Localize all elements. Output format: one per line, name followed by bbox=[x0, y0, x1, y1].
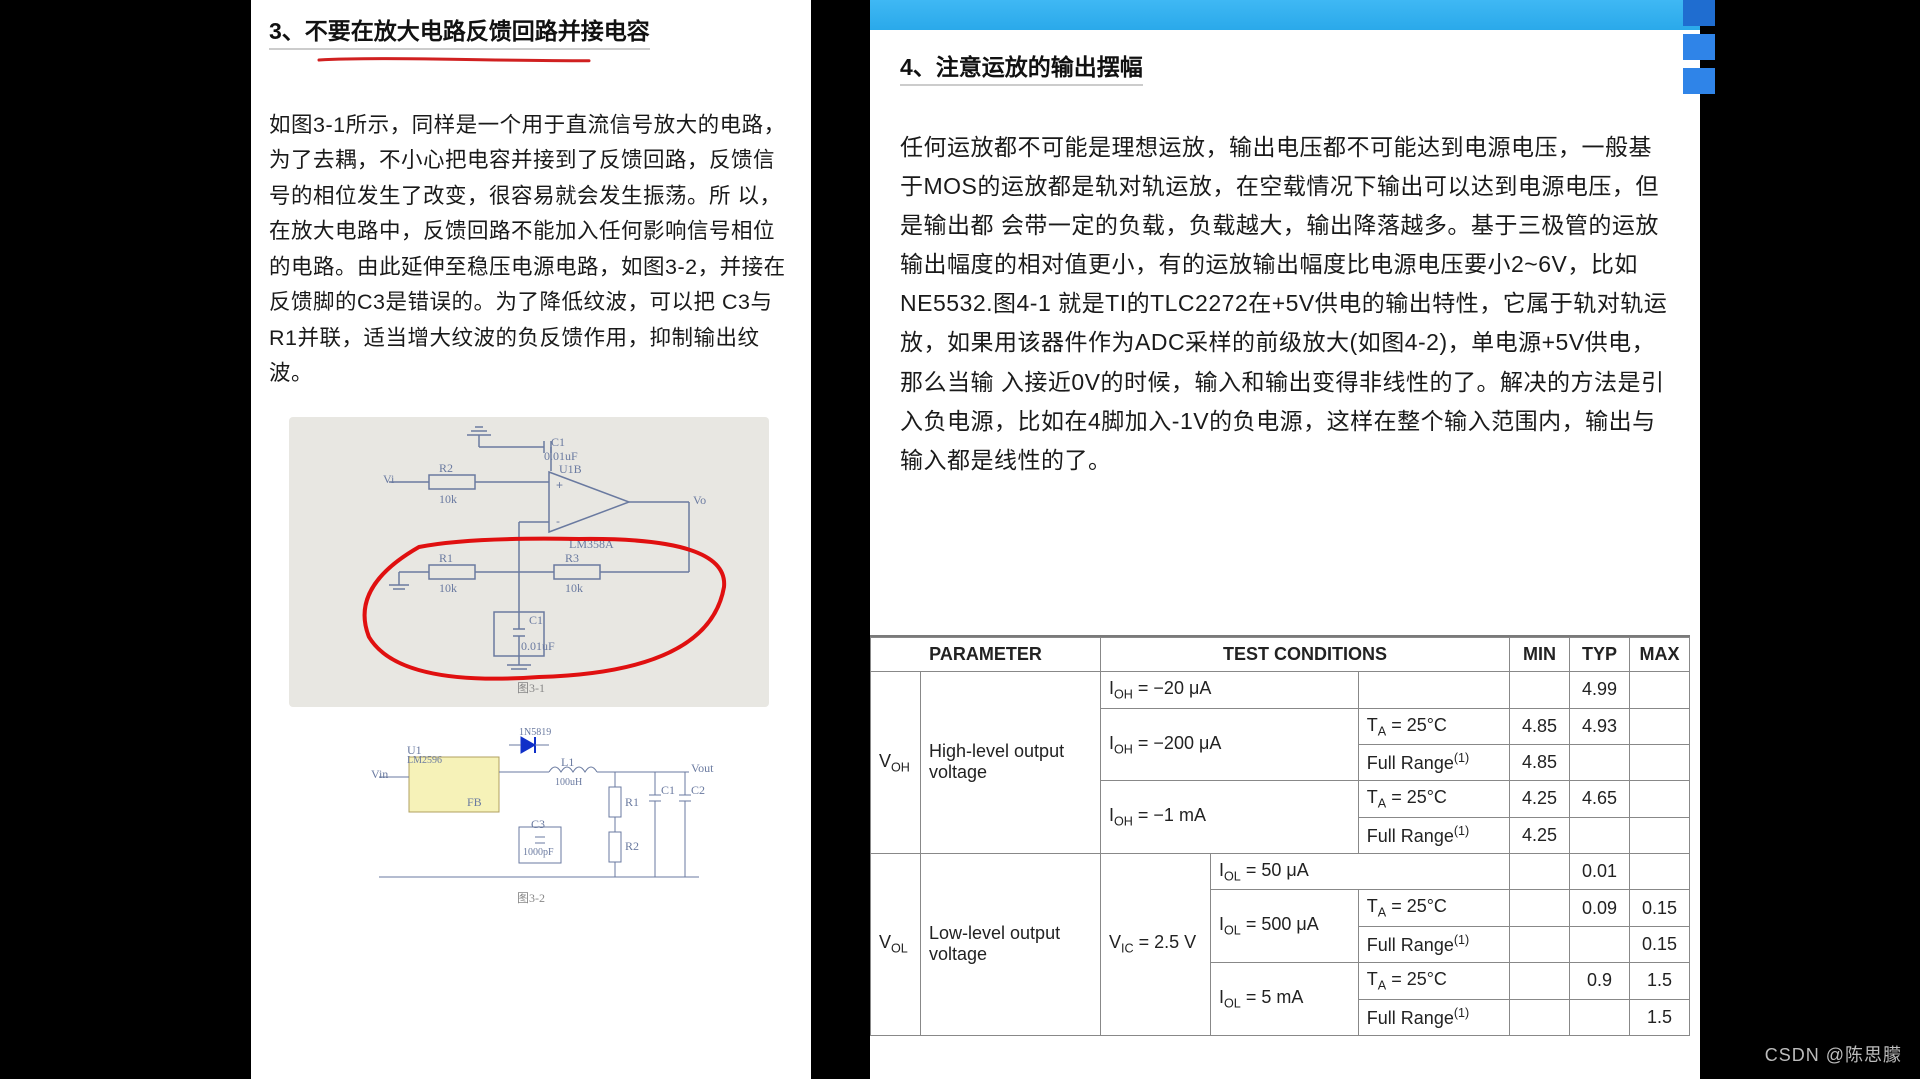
schematic-3-2: U1 LM2596 Vin Vout 1N5819 L1 100uH R1 R2… bbox=[289, 717, 769, 907]
th-conditions: TEST CONDITIONS bbox=[1101, 638, 1510, 672]
section4-title: 4、注意运放的输出摆幅 bbox=[900, 48, 1143, 86]
spec-table-wrap: PARAMETER TEST CONDITIONS MIN TYP MAX VO… bbox=[870, 635, 1690, 1036]
lbl2-l1: L1 bbox=[561, 755, 574, 770]
watermark: CSDN @陈思朦 bbox=[1765, 1041, 1902, 1067]
side-tab-1[interactable] bbox=[1683, 0, 1715, 26]
lbl-u1b: U1B bbox=[559, 462, 582, 477]
lbl2-vin: Vin bbox=[371, 767, 388, 782]
lbl-r2v: 10k bbox=[439, 492, 457, 507]
lbl2-r1: R1 bbox=[625, 795, 639, 810]
lbl2-c1: C1 bbox=[661, 783, 675, 798]
th-max: MAX bbox=[1630, 638, 1690, 672]
th-parameter: PARAMETER bbox=[871, 638, 1101, 672]
side-tab-3[interactable] bbox=[1683, 68, 1715, 94]
section3-paragraph: 如图3-1所示，同样是一个用于直流信号放大的电路，为了去耦，不小心把电容并接到了… bbox=[269, 108, 793, 392]
circuit-3-2-svg bbox=[289, 717, 769, 907]
table-header-row: PARAMETER TEST CONDITIONS MIN TYP MAX bbox=[871, 638, 1690, 672]
side-tab-2[interactable] bbox=[1683, 34, 1715, 60]
section4-paragraph: 任何运放都不可能是理想运放，输出电压都不可能达到电源电压，一般基于MOS的运放都… bbox=[900, 128, 1670, 480]
schematic-3-1: + - bbox=[289, 417, 769, 707]
lbl2-fb: FB bbox=[467, 795, 482, 810]
lbl-r2: R2 bbox=[439, 461, 453, 476]
lbl-c1: C1 bbox=[551, 435, 565, 450]
lbl2-d1: 1N5819 bbox=[519, 727, 551, 738]
th-typ: TYP bbox=[1570, 638, 1630, 672]
lbl2-vout: Vout bbox=[691, 761, 713, 776]
left-document-page: 3、不要在放大电路反馈回路并接电容 如图3-1所示，同样是一个用于直流信号放大的… bbox=[251, 0, 811, 1079]
th-min: MIN bbox=[1510, 638, 1570, 672]
section3-title: 3、不要在放大电路反馈回路并接电容 bbox=[269, 12, 650, 50]
lbl2-c3v: 1000pF bbox=[523, 847, 554, 858]
table-row: VOH High-level output voltage IOH = −20 … bbox=[871, 672, 1690, 709]
lbl2-c2: C2 bbox=[691, 783, 705, 798]
fig2-caption: 图3-2 bbox=[517, 889, 545, 906]
lbl2-chip: LM2596 bbox=[407, 755, 442, 766]
lbl-vo: Vo bbox=[693, 493, 706, 508]
right-header-bar bbox=[870, 0, 1700, 30]
svg-text:+: + bbox=[556, 478, 563, 492]
red-underline bbox=[269, 57, 639, 63]
table-row: VOL Low-level output voltage VIC = 2.5 V… bbox=[871, 853, 1690, 890]
lbl-vi: Vi bbox=[383, 472, 394, 487]
red-annotation-circle bbox=[329, 517, 749, 697]
diagram-area: + - bbox=[269, 417, 789, 907]
spec-table: PARAMETER TEST CONDITIONS MIN TYP MAX VO… bbox=[870, 637, 1690, 1036]
lbl2-c3: C3 bbox=[531, 817, 545, 832]
lbl2-l1v: 100uH bbox=[555, 777, 582, 788]
lbl2-r2: R2 bbox=[625, 839, 639, 854]
